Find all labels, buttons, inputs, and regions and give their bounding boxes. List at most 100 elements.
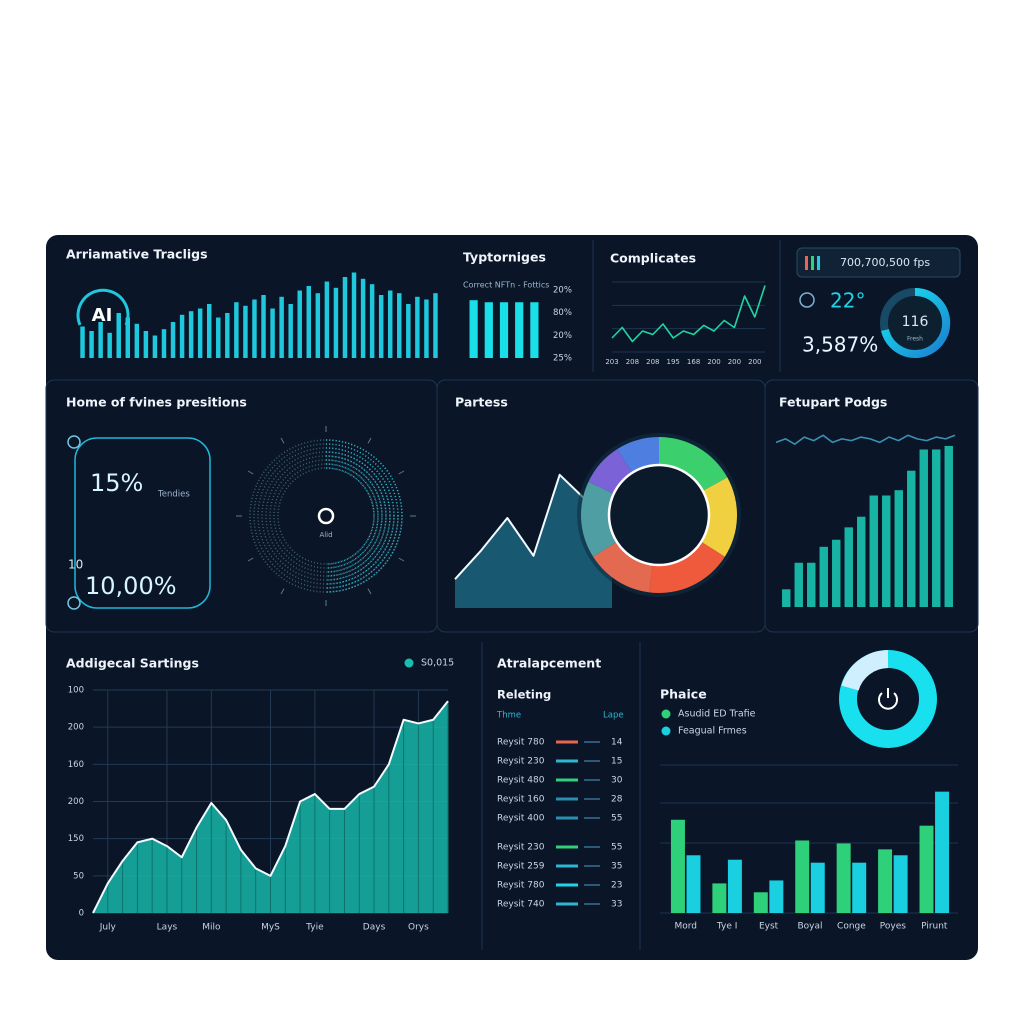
row-value: 14 bbox=[611, 738, 623, 748]
row-label: Reysit 780 bbox=[497, 738, 545, 748]
bar bbox=[857, 516, 866, 607]
pie-slice bbox=[593, 541, 653, 593]
bar bbox=[686, 855, 701, 913]
chart-title: Typtorniges bbox=[463, 250, 546, 265]
bar bbox=[406, 304, 411, 358]
bar bbox=[882, 495, 891, 607]
x-tick-label: Pirunt bbox=[921, 922, 948, 932]
legend-label: S0,015 bbox=[421, 658, 454, 669]
bar bbox=[342, 277, 348, 358]
kpi-frame bbox=[74, 437, 211, 609]
icon bbox=[67, 596, 81, 610]
row-value: 33 bbox=[611, 900, 622, 910]
dial-ring-lit bbox=[325, 463, 379, 569]
bar bbox=[279, 296, 284, 358]
row-value: 23 bbox=[611, 881, 622, 891]
bar bbox=[270, 308, 275, 358]
dial-tick bbox=[280, 437, 285, 444]
bar bbox=[161, 329, 167, 358]
area-line bbox=[92, 700, 449, 914]
x-tick-label: MyS bbox=[261, 923, 280, 933]
icon bbox=[817, 256, 820, 270]
icon bbox=[811, 256, 814, 270]
bar bbox=[197, 308, 203, 358]
row-value: 35 bbox=[611, 862, 622, 872]
column-header: Lape bbox=[603, 711, 624, 721]
x-tick-label: 200 bbox=[748, 358, 761, 366]
pie-slice bbox=[701, 477, 738, 557]
dial-ring bbox=[273, 463, 379, 569]
bar bbox=[378, 295, 384, 358]
rate-box bbox=[796, 247, 961, 278]
row-label: Reysit 160 bbox=[497, 795, 545, 805]
x-tick-label: Milo bbox=[202, 923, 221, 933]
bar bbox=[216, 317, 221, 358]
panel-frames bbox=[45, 240, 979, 950]
row-value: 55 bbox=[611, 814, 622, 824]
x-tick-label: 208 bbox=[626, 358, 639, 366]
bar bbox=[80, 326, 85, 358]
table-subtitle: Releting bbox=[497, 688, 551, 702]
gauge-ring bbox=[881, 287, 951, 358]
legend-swatch bbox=[404, 658, 414, 668]
x-tick-label: 195 bbox=[667, 358, 680, 366]
bar bbox=[143, 331, 149, 358]
y-tick-label: 20% bbox=[553, 331, 572, 341]
x-tick-label: Conge bbox=[837, 922, 866, 932]
bar bbox=[753, 892, 768, 913]
bar bbox=[324, 281, 330, 358]
bar bbox=[243, 305, 248, 358]
bar bbox=[727, 859, 742, 913]
bar bbox=[712, 883, 727, 913]
panel-title: Home of fvines presitions bbox=[66, 395, 247, 410]
chart-subtitle: Correct NFTn - Fottics bbox=[463, 281, 549, 290]
x-tick-label: 200 bbox=[728, 358, 741, 366]
legend-label: Feagual Frmes bbox=[678, 726, 747, 737]
area-fill bbox=[455, 474, 612, 608]
row-value: 28 bbox=[611, 795, 623, 805]
x-tick-label: Boyal bbox=[797, 922, 822, 932]
bar bbox=[893, 855, 908, 913]
icon bbox=[799, 292, 815, 308]
y-tick-label: 20% bbox=[553, 286, 572, 296]
dial-tick bbox=[398, 557, 405, 562]
bar bbox=[852, 862, 867, 913]
bar bbox=[794, 562, 803, 607]
x-tick-label: 168 bbox=[687, 358, 700, 366]
bar bbox=[499, 302, 509, 358]
pie-hole bbox=[607, 463, 711, 567]
dial-ring bbox=[269, 459, 383, 573]
x-tick-label: Orys bbox=[408, 923, 429, 933]
dial-label: Alid bbox=[319, 531, 332, 539]
dial-ring-lit bbox=[325, 439, 403, 593]
chart-title: Partess bbox=[455, 395, 508, 410]
legend-swatch bbox=[661, 709, 671, 719]
bar bbox=[333, 287, 339, 358]
bar bbox=[769, 880, 784, 913]
kpi-value: 15% bbox=[90, 469, 143, 497]
bar bbox=[782, 589, 791, 607]
x-tick-label: 200 bbox=[707, 358, 720, 366]
bar bbox=[836, 843, 851, 913]
bar bbox=[819, 546, 828, 607]
bar bbox=[869, 495, 878, 607]
bar bbox=[433, 293, 438, 358]
bar bbox=[179, 314, 185, 358]
gauge-label: Fresh bbox=[907, 336, 923, 343]
row-label: Reysit 740 bbox=[497, 900, 545, 910]
dial-tick bbox=[398, 470, 405, 475]
column-header: Thme bbox=[496, 711, 521, 721]
power-ring-part bbox=[841, 650, 889, 691]
x-tick-label: Mord bbox=[674, 922, 697, 932]
bar bbox=[397, 293, 402, 358]
bar bbox=[878, 849, 893, 913]
dial-ring-lit bbox=[325, 443, 399, 589]
y-tick-label: 200 bbox=[68, 797, 84, 807]
bar bbox=[107, 332, 112, 358]
bar bbox=[894, 490, 903, 607]
bar bbox=[807, 562, 816, 607]
bar bbox=[919, 449, 928, 607]
bar bbox=[206, 304, 212, 358]
y-tick-label: 0 bbox=[79, 909, 84, 919]
